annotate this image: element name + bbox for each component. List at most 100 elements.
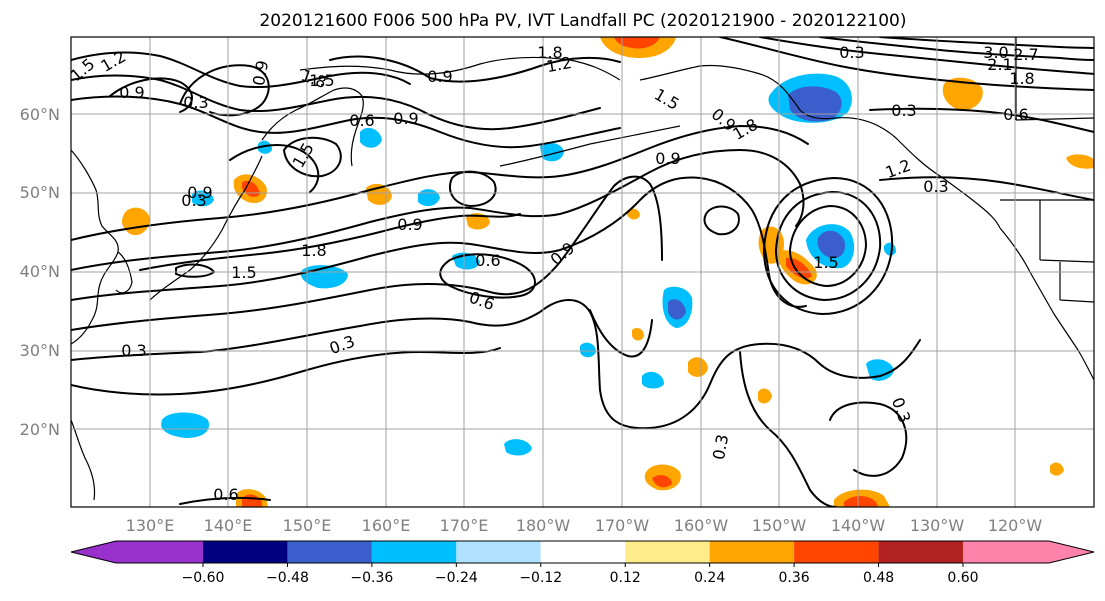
contour-label: 0.9 xyxy=(427,67,452,86)
shade-warm-dot-1 xyxy=(758,388,772,404)
colorbar-tick-label: 0.12 xyxy=(610,570,641,586)
contour-label: 1.8 xyxy=(537,43,562,62)
shade-warm-dot-2 xyxy=(1050,462,1064,476)
colorbar-tick-label: 0.24 xyxy=(694,570,725,586)
colorbar-segment-5 xyxy=(540,541,626,563)
contour-label: 0.6 xyxy=(213,485,238,504)
coast-sakhalin-kamchatka xyxy=(261,87,364,167)
shade-cold-20n xyxy=(504,439,532,456)
colorbar-segment-2 xyxy=(287,541,372,563)
gridlines xyxy=(71,37,1094,507)
map-area xyxy=(71,37,1094,507)
lon-label-140w: 140°W xyxy=(831,516,886,535)
contour-1.2-band xyxy=(71,149,805,271)
contour-label: 0.3 xyxy=(891,101,916,120)
lon-label-120w: 120°W xyxy=(988,516,1043,535)
colorbar-tick-label: −0.48 xyxy=(266,570,309,586)
contour-label: 2.7 xyxy=(1013,45,1038,64)
longitude-labels: 130°E 140°E 150°E 160°E 170°E 180°W 170°… xyxy=(126,516,1043,535)
lat-label-60n: 60°N xyxy=(20,105,60,124)
coastlines xyxy=(71,37,1094,501)
coast-japan xyxy=(149,155,263,301)
shade-deep-cold-north-pacific-1 xyxy=(668,299,686,320)
latitude-labels: 60°N 50°N 40°N 30°N 20°N xyxy=(20,105,60,439)
contour-label: 0.9 xyxy=(655,149,680,168)
contour-0.6-band xyxy=(71,175,663,331)
contour-high-lat-east-2 xyxy=(759,37,1094,75)
lon-label-170w: 170°W xyxy=(595,516,650,535)
shade-deep-cold-gulf-alaska xyxy=(788,86,842,122)
contour-0.9-east-low xyxy=(763,177,894,315)
colorbar-segment-3 xyxy=(371,541,457,563)
contour-0.3-southwest xyxy=(71,347,501,396)
contour-label: 0.3 xyxy=(121,341,146,360)
lat-label-20n: 20°N xyxy=(20,420,60,439)
shade-hot-north-edge xyxy=(614,37,660,49)
colorbar-segment-10 xyxy=(963,541,1049,563)
contour-high-lat-east xyxy=(719,37,1094,91)
contour-0.3-hawaii-loop xyxy=(829,401,908,477)
contour-1.5-east-low xyxy=(789,205,867,287)
lon-label-150e: 150°E xyxy=(283,516,332,535)
colorbar-segment-4 xyxy=(456,541,541,563)
lon-label-130w: 130°W xyxy=(910,516,965,535)
colorbar: −0.60 −0.48 −0.36 −0.24 −0.12 0.12 0.24 0.36 0.4… xyxy=(70,540,1095,586)
lat-label-50n: 50°N xyxy=(20,183,60,202)
shade-cold-sib xyxy=(258,140,272,154)
colorbar-segment-9 xyxy=(878,541,963,563)
shade-warm-hawaii-area xyxy=(688,357,708,377)
contour-1.5-north-arc xyxy=(71,51,411,89)
shade-warm-northeast xyxy=(942,77,983,111)
contour-label: 0.9 xyxy=(187,183,212,202)
contour-label: 1.8 xyxy=(301,241,326,260)
coast-philippines xyxy=(71,419,96,501)
shade-cold-japan-sea xyxy=(192,190,214,207)
contour-high-lat-east-3 xyxy=(819,37,1094,61)
shade-deep-cold-low-40n xyxy=(817,230,846,259)
map-title: 2020121600 F006 500 hPa PV, IVT Landfall… xyxy=(259,11,906,31)
contour-label: 0.3 xyxy=(839,43,864,62)
contour-0.9-topleft xyxy=(109,77,193,113)
contour-0.3-northwest-loop xyxy=(703,205,740,236)
shade-cold-50n-mid xyxy=(540,142,564,162)
contour-0.3-southeast xyxy=(739,351,837,507)
contour-label: 0.9 xyxy=(119,83,144,102)
colorbar-tick-label: −0.60 xyxy=(182,570,225,586)
contour-label: 0.3 xyxy=(709,433,732,461)
colorbar-extend-min xyxy=(71,541,116,563)
lat-label-40n: 40°N xyxy=(20,262,60,281)
coast-alaska xyxy=(639,64,1001,229)
contour-1.8-kamchatka xyxy=(229,144,320,193)
coast-siberia-north xyxy=(299,56,621,81)
shade-cold-subtrop-2 xyxy=(642,371,664,389)
colorbar-segment-7 xyxy=(709,541,795,563)
colorbar-outline xyxy=(70,540,1095,564)
lat-label-30n: 30°N xyxy=(20,341,60,360)
contour-label: 1.2 xyxy=(545,53,573,76)
contour-0.3-ne xyxy=(879,176,1094,201)
shade-hot-south-2 xyxy=(844,496,878,507)
contour-1.8-band xyxy=(139,213,521,271)
contour-label: 0.9 xyxy=(249,59,272,87)
map-frame xyxy=(70,36,1095,508)
colorbar-segment-0 xyxy=(116,541,203,563)
lon-label-130e: 130°E xyxy=(126,516,175,535)
colorbar-segment-6 xyxy=(625,541,710,563)
shade-cold-hawaii xyxy=(866,359,894,381)
colorbar-tick-label: 0.36 xyxy=(779,570,810,586)
contour-0.6-ring xyxy=(439,253,536,299)
colorbar-extend-max xyxy=(1049,541,1094,563)
contour-1.2-north-arc xyxy=(71,74,601,131)
contour-label: 0.9 xyxy=(393,109,418,128)
lon-label-180w: 180°W xyxy=(516,516,571,535)
lon-label-140e: 140°E xyxy=(204,516,253,535)
contour-high-lat-east-4 xyxy=(879,37,1094,49)
colorbar-tick-label: 0.60 xyxy=(947,570,978,586)
contour-label: 0.6 xyxy=(1003,105,1028,124)
contour-label: 1.8 xyxy=(1009,69,1034,88)
lon-label-150w: 150°W xyxy=(752,516,807,535)
contour-1.2-east-low xyxy=(775,191,882,301)
contour-0.6-hawaii-south xyxy=(589,309,653,358)
shade-warm-midlat xyxy=(632,328,644,341)
